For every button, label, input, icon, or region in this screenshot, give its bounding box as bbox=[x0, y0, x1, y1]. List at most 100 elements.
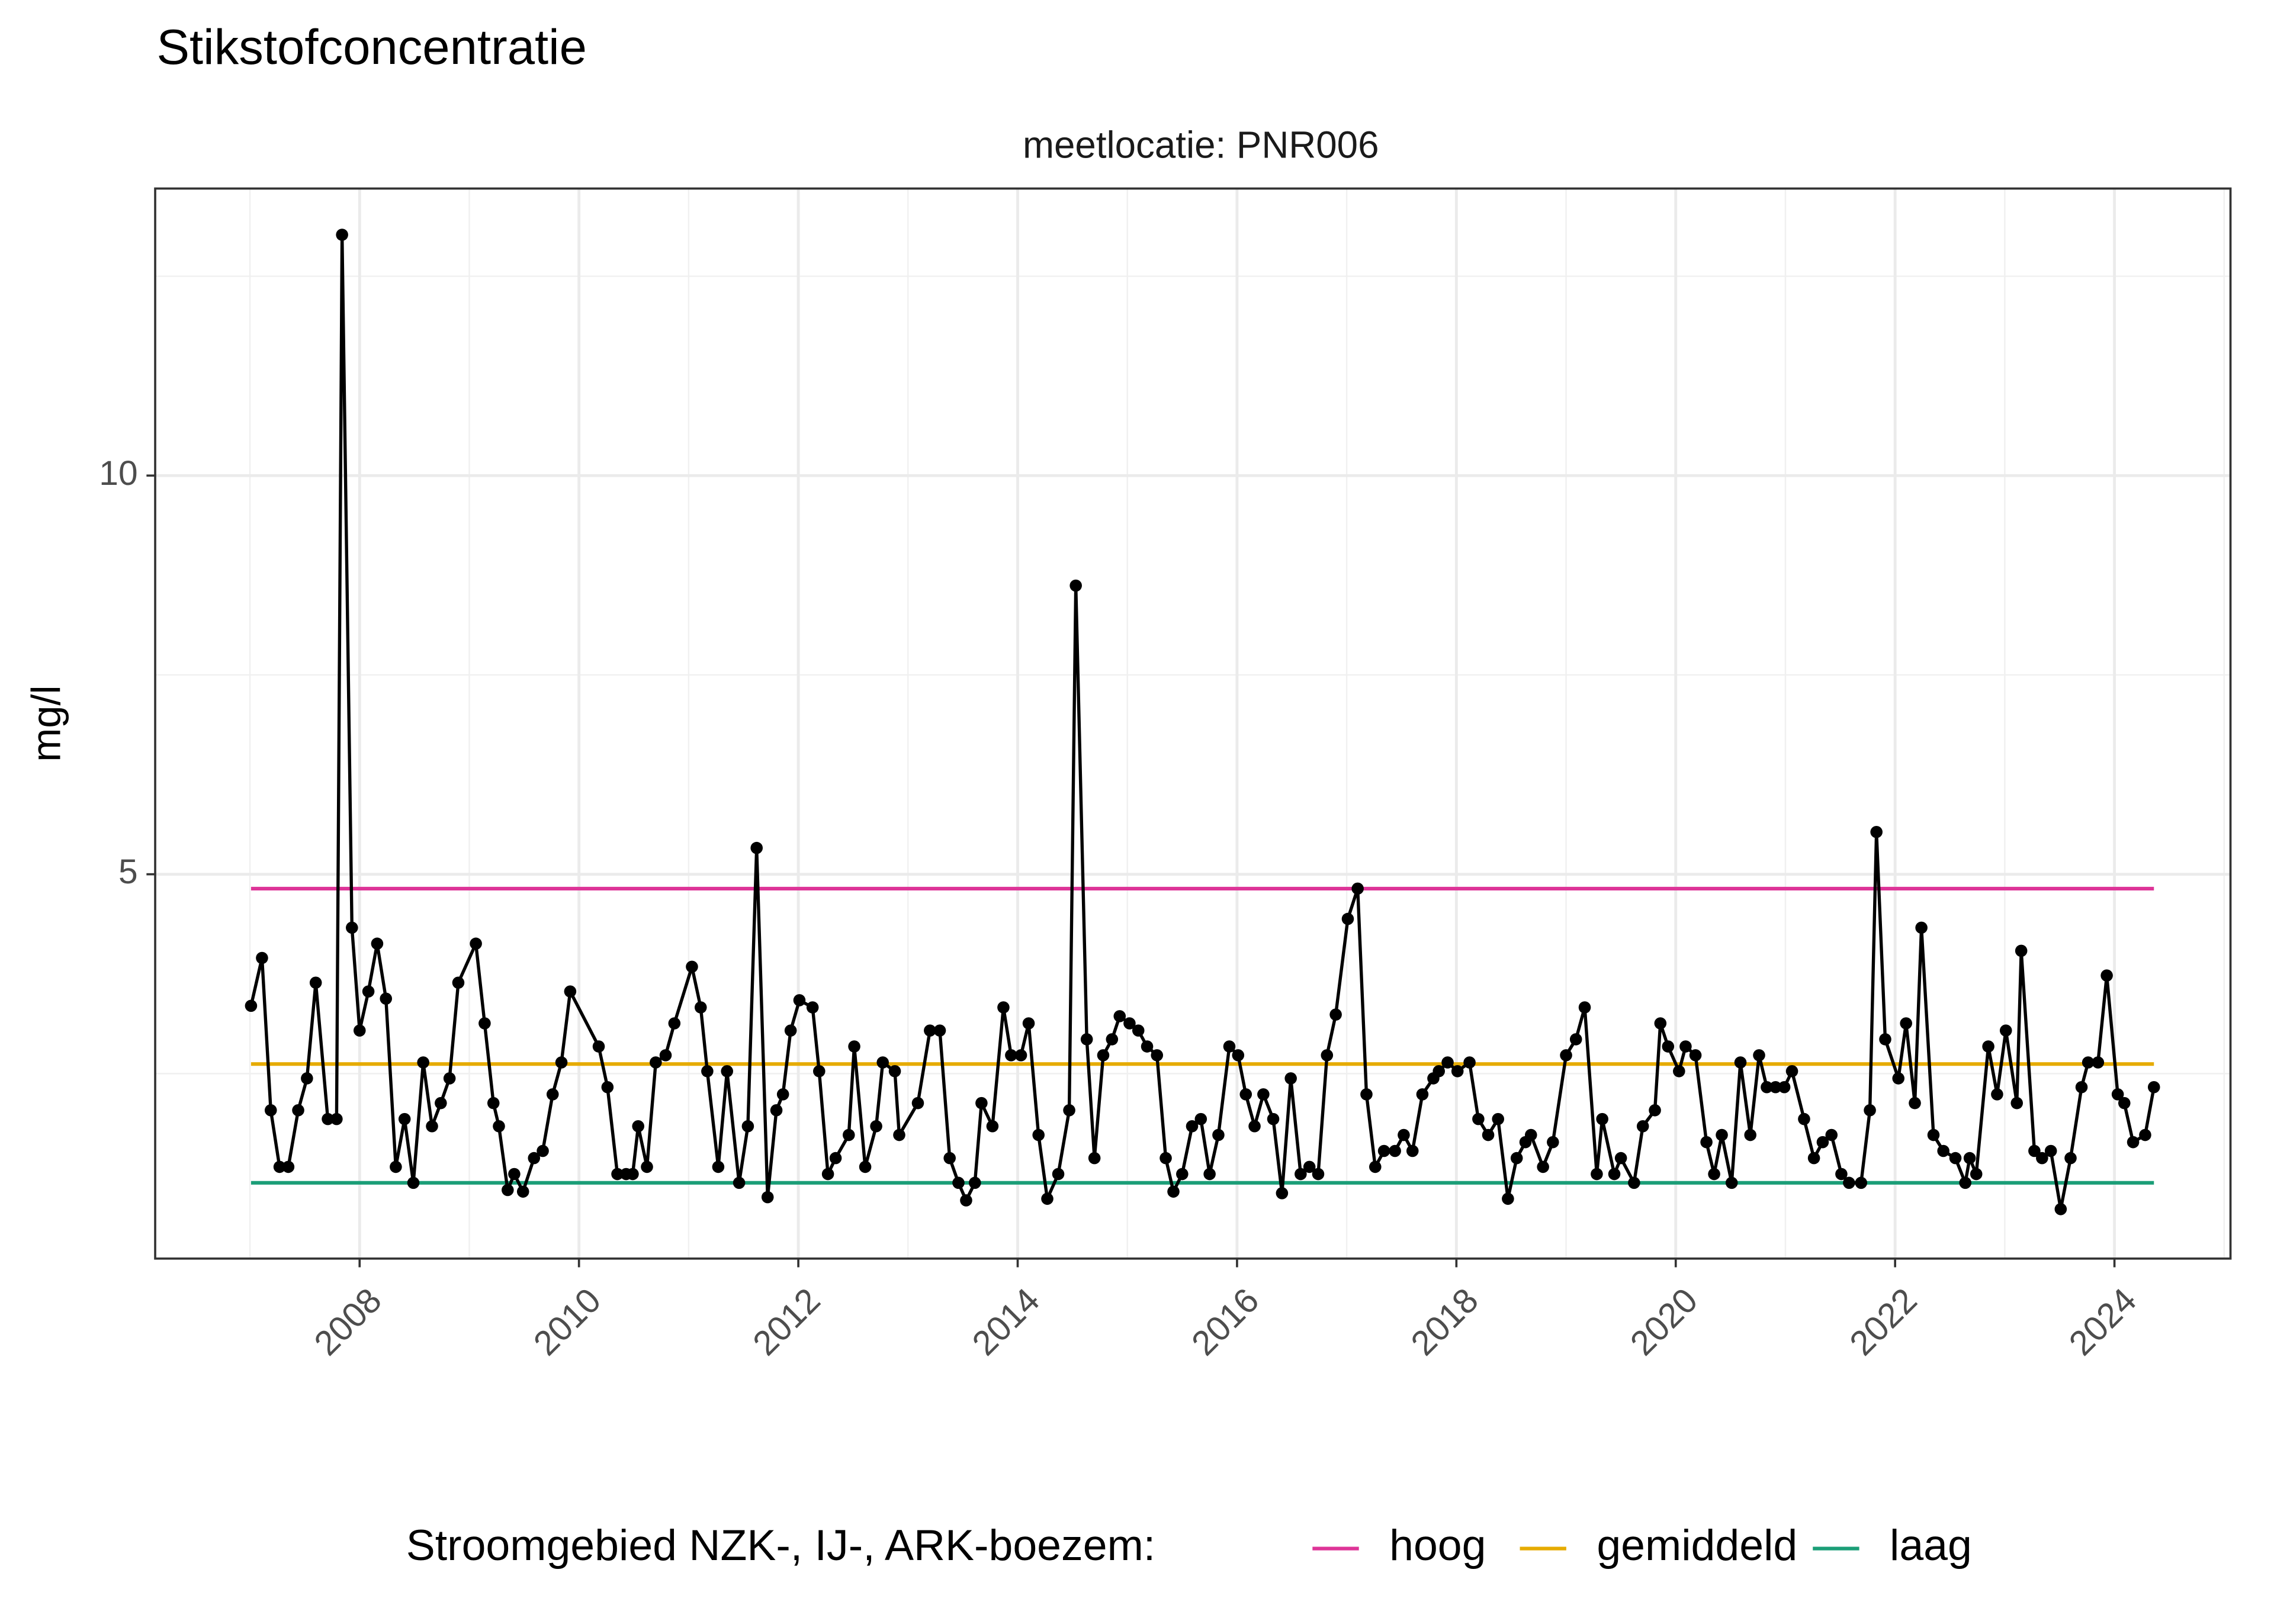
data-point bbox=[2044, 1144, 2057, 1157]
data-point bbox=[1614, 1152, 1627, 1165]
data-point bbox=[694, 1001, 707, 1014]
data-point bbox=[245, 999, 258, 1012]
data-point bbox=[528, 1152, 541, 1165]
data-point bbox=[761, 1191, 774, 1204]
data-point bbox=[1769, 1080, 1782, 1094]
data-point bbox=[829, 1152, 842, 1165]
data-point bbox=[712, 1160, 725, 1173]
data-point bbox=[1798, 1112, 1810, 1125]
data-point bbox=[721, 1065, 733, 1078]
data-point bbox=[322, 1112, 334, 1125]
data-point bbox=[2127, 1136, 2140, 1149]
data-point bbox=[1369, 1160, 1382, 1173]
data-point bbox=[1223, 1040, 1236, 1053]
data-point bbox=[893, 1128, 905, 1141]
data-point bbox=[812, 1065, 826, 1078]
data-point bbox=[336, 229, 348, 241]
data-point bbox=[1257, 1088, 1270, 1101]
data-point bbox=[1892, 1072, 1905, 1085]
data-point bbox=[1949, 1152, 1962, 1165]
data-point bbox=[537, 1144, 549, 1157]
data-point bbox=[1843, 1176, 1855, 1189]
data-point bbox=[975, 1096, 988, 1110]
data-point bbox=[770, 1104, 783, 1117]
data-point bbox=[1167, 1185, 1180, 1198]
data-point bbox=[1927, 1128, 1940, 1141]
data-point bbox=[1636, 1120, 1649, 1133]
data-point bbox=[793, 994, 806, 1006]
data-point bbox=[750, 841, 763, 854]
y-tick-label: 5 bbox=[118, 853, 138, 891]
data-point bbox=[282, 1160, 295, 1173]
grid bbox=[155, 188, 2231, 1259]
y-tick-label: 10 bbox=[99, 454, 137, 493]
data-point bbox=[1560, 1049, 1572, 1062]
data-point bbox=[641, 1160, 653, 1173]
data-point bbox=[2028, 1144, 2041, 1157]
data-point bbox=[1176, 1168, 1189, 1181]
data-point bbox=[784, 1024, 797, 1037]
data-point bbox=[650, 1056, 662, 1069]
data-point bbox=[1753, 1049, 1765, 1062]
data-point bbox=[2118, 1096, 2131, 1110]
data-point bbox=[2036, 1152, 2048, 1165]
data-point bbox=[301, 1072, 313, 1085]
data-point bbox=[1063, 1104, 1075, 1117]
data-point bbox=[1825, 1128, 1838, 1141]
data-point bbox=[1578, 1001, 1591, 1014]
data-point bbox=[407, 1176, 420, 1189]
data-point bbox=[1807, 1152, 1820, 1165]
legend-label: gemiddeld bbox=[1597, 1520, 1797, 1570]
data-point bbox=[546, 1088, 559, 1101]
data-point bbox=[1088, 1152, 1101, 1165]
data-point bbox=[493, 1120, 505, 1133]
data-point bbox=[806, 1001, 819, 1014]
data-point bbox=[1963, 1152, 1976, 1165]
data-point bbox=[1628, 1176, 1640, 1189]
data-point bbox=[1761, 1080, 1773, 1094]
data-point bbox=[1022, 1017, 1035, 1030]
data-point bbox=[1406, 1144, 1419, 1157]
data-point bbox=[1596, 1112, 1608, 1125]
data-point bbox=[264, 1104, 277, 1117]
data-point bbox=[997, 1001, 1010, 1014]
data-point bbox=[1032, 1128, 1045, 1141]
data-point bbox=[346, 921, 358, 934]
data-point bbox=[1492, 1112, 1505, 1125]
data-point bbox=[1097, 1049, 1110, 1062]
data-point bbox=[1482, 1128, 1495, 1141]
data-point bbox=[592, 1040, 605, 1053]
chart-subtitle: meetlocatie: PNR006 bbox=[1023, 124, 1379, 166]
data-point bbox=[508, 1168, 521, 1181]
legend-title: Stroomgebied NZK-, IJ-, ARK-boezem: bbox=[406, 1520, 1156, 1570]
data-point bbox=[362, 985, 375, 998]
data-point bbox=[1160, 1152, 1172, 1165]
data-point bbox=[1341, 912, 1354, 925]
data-point bbox=[2092, 1056, 2105, 1069]
data-point bbox=[1329, 1008, 1342, 1021]
data-point bbox=[1239, 1088, 1252, 1101]
data-point bbox=[1123, 1017, 1136, 1030]
data-point bbox=[1416, 1088, 1429, 1101]
data-point bbox=[1608, 1168, 1621, 1181]
data-point bbox=[821, 1168, 834, 1181]
data-point bbox=[1816, 1136, 1829, 1149]
data-point bbox=[1069, 579, 1082, 592]
data-point bbox=[1700, 1136, 1713, 1149]
y-axis-label: mg/l bbox=[23, 685, 69, 762]
data-point bbox=[1463, 1056, 1476, 1069]
data-point bbox=[848, 1040, 860, 1053]
data-point bbox=[1870, 825, 1883, 838]
data-point bbox=[2064, 1152, 2077, 1165]
data-point bbox=[2015, 944, 2028, 957]
data-point bbox=[733, 1176, 746, 1189]
data-point bbox=[1673, 1065, 1685, 1078]
data-point bbox=[1441, 1056, 1454, 1069]
plot-area bbox=[245, 229, 2160, 1215]
data-point bbox=[1041, 1192, 1054, 1205]
data-point bbox=[1248, 1120, 1261, 1133]
data-point bbox=[859, 1160, 872, 1173]
data-point bbox=[1141, 1040, 1154, 1053]
data-point bbox=[1537, 1160, 1549, 1173]
data-point bbox=[1524, 1128, 1537, 1141]
